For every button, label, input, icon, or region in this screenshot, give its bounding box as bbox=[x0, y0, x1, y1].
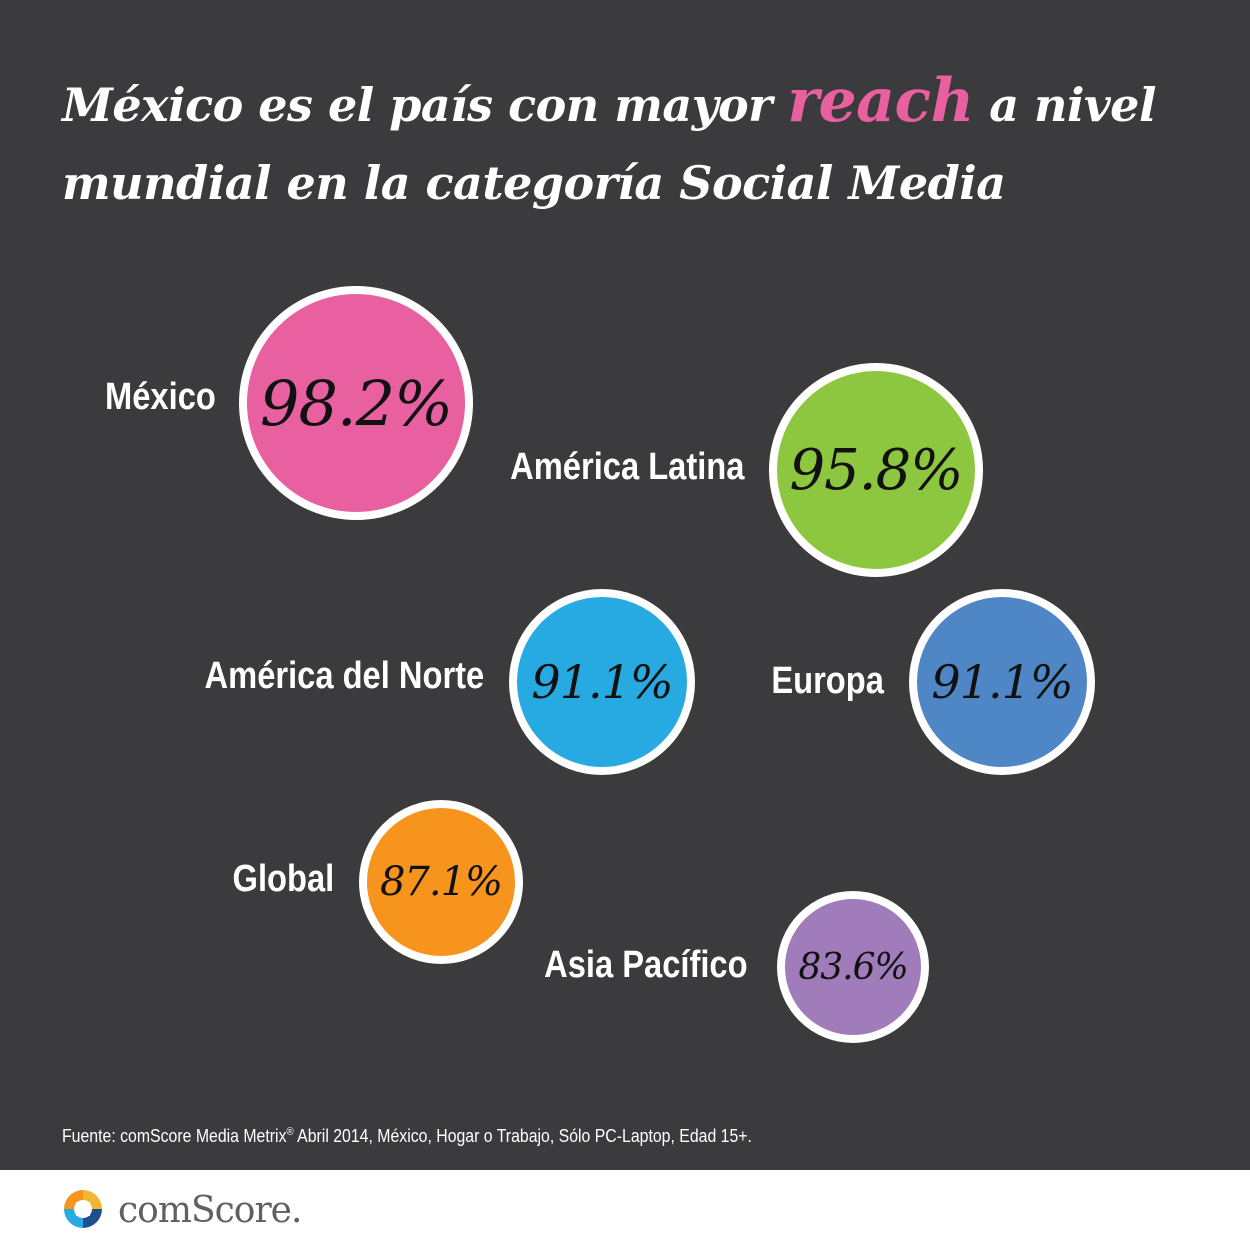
bubble-value-label: 91.1% bbox=[531, 655, 673, 709]
bubble-5: 87.1% bbox=[359, 800, 523, 964]
headline-text: México es el país con mayor bbox=[62, 78, 788, 132]
bubble-value-label: 91.1% bbox=[931, 655, 1073, 709]
infographic: México es el país con mayor reach a nive… bbox=[0, 0, 1250, 1170]
source-prefix: Fuente: comScore Media Metrix bbox=[62, 1126, 287, 1146]
headline: México es el país con mayor reach a nive… bbox=[62, 62, 1182, 222]
bubble-category-label: Asia Pacífico bbox=[544, 944, 748, 986]
bubble-category-label: México bbox=[105, 376, 216, 418]
bubble-3: 91.1% bbox=[509, 589, 695, 775]
bubble-2: 95.8% bbox=[769, 363, 983, 577]
source-note: Fuente: comScore Media Metrix® Abril 201… bbox=[62, 1126, 752, 1147]
bubble-value-label: 83.6% bbox=[798, 946, 908, 988]
bubble-value-label: 95.8% bbox=[789, 437, 964, 503]
registered-mark: ® bbox=[286, 1126, 294, 1138]
footer: comScore. bbox=[0, 1170, 1250, 1250]
comscore-logo-icon bbox=[64, 1190, 102, 1228]
bubble-value-label: 98.2% bbox=[260, 366, 453, 440]
bubble-category-label: Europa bbox=[771, 660, 884, 702]
bubble-value-label: 87.1% bbox=[379, 859, 503, 905]
source-suffix: Abril 2014, México, Hogar o Trabajo, Sól… bbox=[293, 1126, 752, 1146]
bubble-category-label: Global bbox=[232, 858, 334, 900]
bubble-category-label: América Latina bbox=[509, 446, 744, 488]
bubble-1: 98.2% bbox=[239, 286, 473, 520]
bubble-category-label: América del Norte bbox=[204, 655, 484, 697]
bubble-4: 91.1% bbox=[909, 589, 1095, 775]
headline-line-1: México es el país con mayor reach a nive… bbox=[62, 62, 1182, 144]
bubble-6: 83.6% bbox=[777, 891, 929, 1043]
comscore-logo-text: comScore. bbox=[118, 1190, 302, 1231]
headline-highlight: reach bbox=[787, 66, 974, 136]
headline-text-end: a nivel bbox=[973, 78, 1156, 132]
headline-line-2: mundial en la categoría Social Media bbox=[62, 156, 1006, 210]
